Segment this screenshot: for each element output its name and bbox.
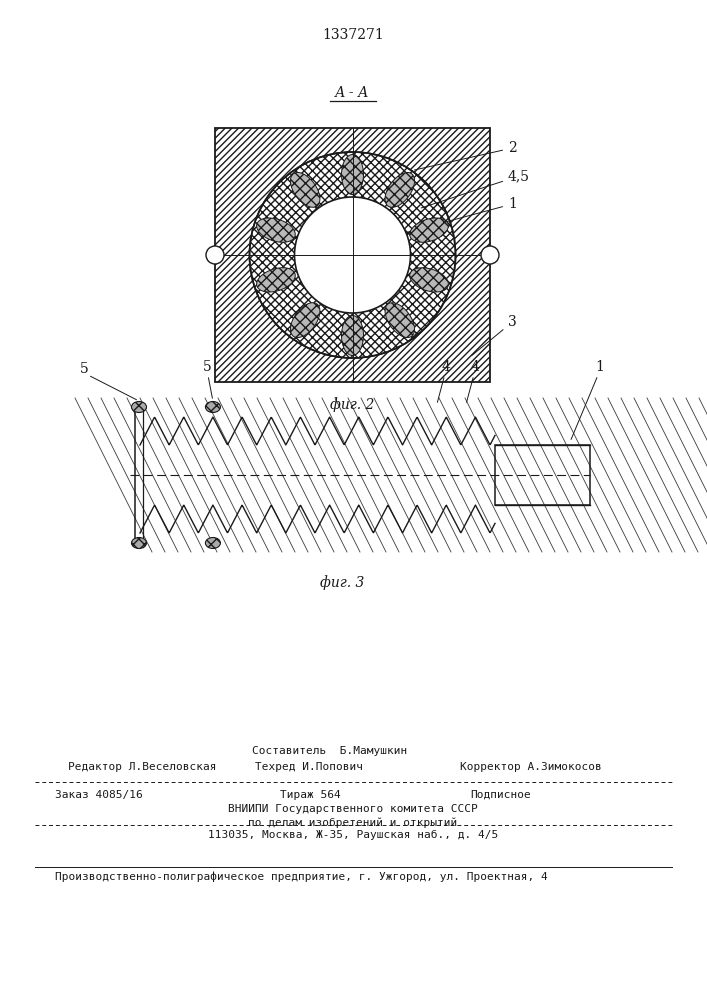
Text: Подписное: Подписное	[470, 790, 531, 800]
Bar	[215, 128, 490, 382]
Ellipse shape	[291, 172, 320, 207]
Bar	[215, 128, 490, 382]
Circle shape	[206, 246, 224, 264]
Bar	[495, 445, 590, 505]
Text: 1: 1	[390, 197, 517, 237]
Text: 2: 2	[414, 141, 517, 170]
Bar	[135, 403, 495, 547]
Ellipse shape	[410, 218, 448, 242]
Text: Редактор Л.Веселовская: Редактор Л.Веселовская	[68, 762, 216, 772]
Ellipse shape	[341, 154, 363, 194]
Ellipse shape	[132, 401, 146, 412]
Text: 1: 1	[595, 360, 604, 374]
Text: по делам изобретений и открытий: по делам изобретений и открытий	[248, 817, 457, 828]
Text: Составитель  Б.Мамушкин: Составитель Б.Мамушкин	[252, 746, 408, 756]
Text: ВНИИПИ Государственного комитета СССР: ВНИИПИ Государственного комитета СССР	[228, 804, 478, 814]
Text: 113035, Москва, Ж-35, Раушская наб., д. 4/5: 113035, Москва, Ж-35, Раушская наб., д. …	[208, 830, 498, 840]
Text: фиг. 2: фиг. 2	[330, 397, 375, 412]
Circle shape	[250, 152, 455, 358]
Text: Тираж 564: Тираж 564	[280, 790, 340, 800]
Ellipse shape	[410, 268, 448, 292]
Text: Заказ 4085/16: Заказ 4085/16	[55, 790, 143, 800]
Ellipse shape	[291, 303, 320, 338]
Text: А - А: А - А	[335, 86, 370, 100]
Ellipse shape	[385, 303, 414, 338]
Ellipse shape	[385, 172, 414, 207]
Text: Техред И.Попович: Техред И.Попович	[255, 762, 363, 772]
Text: 3: 3	[472, 315, 517, 355]
Ellipse shape	[206, 538, 221, 548]
Text: Корректор А.Зимокосов: Корректор А.Зимокосов	[460, 762, 602, 772]
Circle shape	[481, 246, 499, 264]
Text: 4,5: 4,5	[421, 169, 530, 208]
Ellipse shape	[341, 316, 363, 356]
Text: 5: 5	[80, 362, 89, 376]
Circle shape	[295, 197, 411, 313]
Ellipse shape	[206, 401, 221, 412]
Text: 4: 4	[471, 360, 480, 374]
Ellipse shape	[132, 538, 146, 548]
Text: Производственно-полиграфическое предприятие, г. Ужгород, ул. Проектная, 4: Производственно-полиграфическое предприя…	[55, 872, 548, 882]
Text: 4: 4	[442, 360, 450, 374]
Ellipse shape	[257, 268, 296, 292]
Text: 5: 5	[203, 360, 211, 374]
Text: фиг. 3: фиг. 3	[320, 575, 365, 590]
Ellipse shape	[257, 218, 296, 242]
Text: 1337271: 1337271	[322, 28, 384, 42]
